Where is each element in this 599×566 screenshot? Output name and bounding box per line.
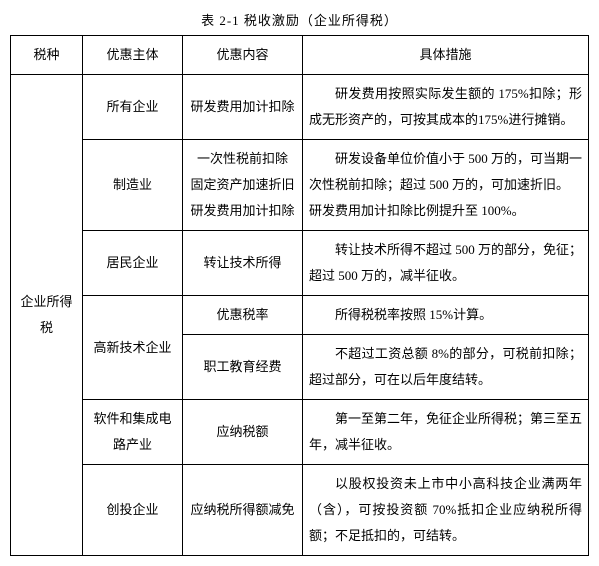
cell-content: 应纳税所得额减免 (183, 465, 303, 556)
cell-tax-type: 企业所得税 (11, 75, 83, 556)
cell-content: 研发费用加计扣除 (183, 75, 303, 140)
cell-detail: 研发费用按照实际发生额的 175%扣除；形成无形资产的，可按其成本的175%进行… (303, 75, 589, 140)
col-detail: 具体措施 (303, 36, 589, 75)
table-row: 软件和集成电路产业 应纳税额 第一至第二年，免征企业所得税；第三至五年，减半征收… (11, 400, 589, 465)
cell-detail: 第一至第二年，免征企业所得税；第三至五年，减半征收。 (303, 400, 589, 465)
table-row: 创投企业 应纳税所得额减免 以股权投资未上市中小高科技企业满两年（含），可按投资… (11, 465, 589, 556)
cell-subject: 制造业 (83, 140, 183, 231)
tax-incentive-table: 税种 优惠主体 优惠内容 具体措施 企业所得税 所有企业 研发费用加计扣除 研发… (10, 35, 589, 556)
cell-detail: 以股权投资未上市中小高科技企业满两年（含），可按投资额 70%抵扣企业应纳税所得… (303, 465, 589, 556)
cell-detail: 研发设备单位价值小于 500 万的，可当期一次性税前扣除；超过 500 万的，可… (303, 140, 589, 231)
cell-detail: 所得税税率按照 15%计算。 (303, 296, 589, 335)
cell-content: 转让技术所得 (183, 231, 303, 296)
table-row: 企业所得税 所有企业 研发费用加计扣除 研发费用按照实际发生额的 175%扣除；… (11, 75, 589, 140)
cell-content: 应纳税额 (183, 400, 303, 465)
table-header-row: 税种 优惠主体 优惠内容 具体措施 (11, 36, 589, 75)
cell-content: 职工教育经费 (183, 335, 303, 400)
cell-content: 优惠税率 (183, 296, 303, 335)
table-caption: 表 2-1 税收激励（企业所得税） (10, 10, 589, 29)
cell-detail: 不超过工资总额 8%的部分，可税前扣除；超过部分，可在以后年度结转。 (303, 335, 589, 400)
col-content: 优惠内容 (183, 36, 303, 75)
col-subject: 优惠主体 (83, 36, 183, 75)
cell-subject: 软件和集成电路产业 (83, 400, 183, 465)
table-row: 高新技术企业 优惠税率 所得税税率按照 15%计算。 (11, 296, 589, 335)
cell-content: 一次性税前扣除固定资产加速折旧研发费用加计扣除 (183, 140, 303, 231)
cell-detail: 转让技术所得不超过 500 万的部分，免征；超过 500 万的，减半征收。 (303, 231, 589, 296)
table-row: 居民企业 转让技术所得 转让技术所得不超过 500 万的部分，免征；超过 500… (11, 231, 589, 296)
table-row: 制造业 一次性税前扣除固定资产加速折旧研发费用加计扣除 研发设备单位价值小于 5… (11, 140, 589, 231)
col-tax-type: 税种 (11, 36, 83, 75)
cell-subject: 创投企业 (83, 465, 183, 556)
cell-subject: 所有企业 (83, 75, 183, 140)
cell-subject: 高新技术企业 (83, 296, 183, 400)
cell-subject: 居民企业 (83, 231, 183, 296)
